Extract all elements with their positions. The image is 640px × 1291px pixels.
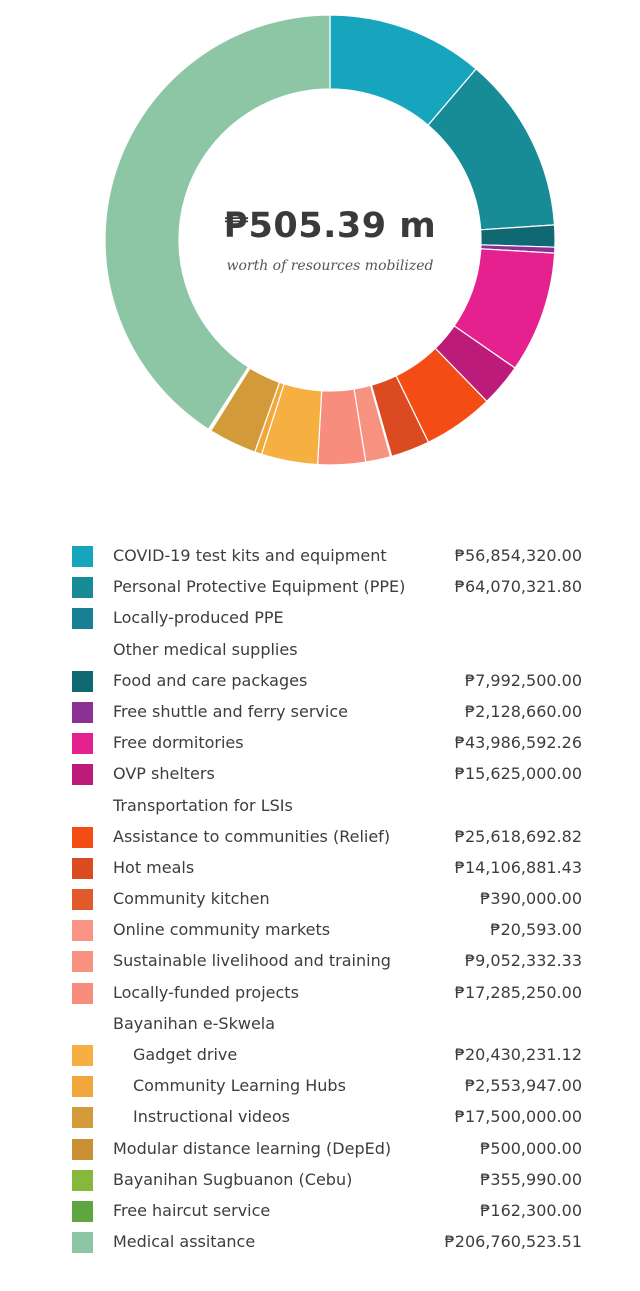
legend-row: Locally-funded projects ₱17,285,250.00	[72, 977, 582, 1008]
legend-row: Gadget drive ₱20,430,231.12	[72, 1039, 582, 1070]
legend-swatch	[72, 1200, 93, 1222]
total-caption: worth of resources mobilized	[226, 258, 434, 274]
donut-chart-svg	[104, 14, 556, 466]
legend-row: Other medical supplies	[72, 634, 582, 665]
legend-value: ₱20,430,231.12	[454, 1045, 582, 1064]
legend-value: ₱64,070,321.80	[454, 577, 582, 597]
legend-row: COVID-19 test kits and equipment ₱56,854,…	[72, 540, 582, 571]
legend-value: ₱2,128,660.00	[464, 701, 582, 721]
legend-row: Community kitchen ₱390,000.00	[72, 883, 582, 914]
legend-swatch	[72, 701, 93, 723]
legend-label: Other medical supplies	[113, 639, 298, 659]
legend-label: Community kitchen	[113, 889, 270, 909]
legend-row: Free shuttle and ferry service ₱2,128,660…	[72, 696, 582, 727]
legend-row: Online community markets ₱20,593.00	[72, 914, 582, 945]
legend-value: ₱162,300.00	[480, 1200, 582, 1220]
legend-swatch	[72, 546, 93, 567]
legend-label: Community Learning Hubs	[133, 1076, 346, 1096]
legend-value: ₱20,593.00	[490, 920, 582, 940]
legend-row: Personal Protective Equipment (PPE) ₱64,0…	[72, 571, 582, 602]
legend-value: ₱500,000.00	[480, 1138, 582, 1158]
legend-label: Hot meals	[113, 857, 195, 877]
legend-label: Personal Protective Equipment (PPE)	[113, 577, 406, 597]
legend-row: Assistance to communities (Relief) ₱25,61…	[72, 821, 582, 852]
legend-swatch	[72, 826, 93, 848]
legend-label: Assistance to communities (Relief)	[113, 826, 391, 846]
legend-swatch	[72, 608, 93, 630]
legend-swatch	[72, 733, 93, 755]
legend-row: Free dormitories ₱43,986,592.26	[72, 727, 582, 758]
legend-value: ₱7,992,500.00	[464, 670, 582, 690]
legend-row: Bayanihan e-Skwela	[72, 1008, 582, 1039]
legend-swatch	[72, 951, 93, 973]
legend-label: Free shuttle and ferry service	[113, 701, 348, 721]
legend-label: Gadget drive	[133, 1045, 238, 1064]
legend-row: Modular distance learning (DepEd) ₱500,00…	[72, 1133, 582, 1164]
legend-label: Sustainable livelihood and training	[113, 951, 391, 971]
legend-swatch	[72, 1232, 93, 1254]
legend-row: OVP shelters ₱15,625,000.00	[72, 758, 582, 789]
legend-swatch	[72, 1107, 93, 1129]
legend-swatch	[72, 670, 93, 692]
legend-label: Food and care packages	[113, 670, 308, 690]
legend-label: Bayanihan e-Skwela	[113, 1013, 276, 1033]
legend-row: Free haircut service ₱162,300.00	[72, 1195, 582, 1226]
legend-label: Transportation for LSIs	[113, 795, 293, 815]
legend-label: Instructional videos	[133, 1107, 291, 1127]
legend-value: ₱14,106,881.43	[454, 857, 582, 877]
legend-swatch	[72, 982, 93, 1004]
legend-row: Bayanihan Sugbuanon (Cebu) ₱355,990.00	[72, 1164, 582, 1195]
legend-label: Free haircut service	[113, 1200, 271, 1220]
legend-label: OVP shelters	[113, 764, 215, 784]
legend-label: Medical assitance	[113, 1232, 256, 1252]
legend-label: Online community markets	[113, 920, 331, 940]
legend-row: Food and care packages ₱7,992,500.00	[72, 665, 582, 696]
legend-row: Medical assitance ₱206,760,523.51	[72, 1226, 582, 1257]
legend-label: COVID-19 test kits and equipment	[113, 546, 387, 565]
legend-swatch	[72, 764, 93, 786]
legend-value: ₱2,553,947.00	[464, 1076, 582, 1096]
donut-chart: ₱505.39 m worth of resources mobilized	[0, 0, 640, 480]
legend-value: ₱390,000.00	[480, 889, 582, 909]
legend-label: Modular distance learning (DepEd)	[113, 1138, 392, 1158]
legend-row: Sustainable livelihood and training ₱9,05…	[72, 945, 582, 976]
legend-label: Bayanihan Sugbuanon (Cebu)	[113, 1169, 353, 1189]
donut-slice-22	[104, 14, 331, 431]
legend-row: Locally-produced PPE	[72, 602, 582, 633]
legend-swatch	[72, 889, 93, 911]
legend-value: ₱206,760,523.51	[444, 1232, 582, 1252]
legend-swatch	[72, 920, 93, 942]
legend-row: Transportation for LSIs	[72, 790, 582, 821]
legend-swatch	[72, 1138, 93, 1160]
legend-row: Community Learning Hubs ₱2,553,947.00	[72, 1070, 582, 1101]
legend-label: Locally-funded projects	[113, 982, 299, 1002]
total-amount: ₱505.39 m	[223, 206, 437, 246]
legend-value: ₱15,625,000.00	[454, 764, 582, 784]
legend-value: ₱355,990.00	[480, 1169, 582, 1189]
legend-label: Locally-produced PPE	[113, 608, 284, 628]
legend: COVID-19 test kits and equipment ₱56,854,…	[72, 540, 582, 1257]
legend-swatch	[72, 1169, 93, 1191]
legend-value: ₱17,500,000.00	[454, 1107, 582, 1127]
legend-row: Instructional videos ₱17,500,000.00	[72, 1101, 582, 1132]
legend-value: ₱25,618,692.82	[454, 826, 582, 846]
legend-swatch	[72, 1076, 93, 1098]
legend-swatch	[72, 857, 93, 879]
legend-swatch	[72, 1045, 93, 1066]
legend-row: Hot meals ₱14,106,881.43	[72, 852, 582, 883]
legend-label: Free dormitories	[113, 733, 244, 753]
legend-swatch	[72, 577, 93, 599]
legend-value: ₱17,285,250.00	[454, 982, 582, 1002]
legend-value: ₱9,052,332.33	[464, 951, 582, 971]
legend-value: ₱43,986,592.26	[454, 733, 582, 753]
legend-value: ₱56,854,320.00	[454, 546, 582, 565]
